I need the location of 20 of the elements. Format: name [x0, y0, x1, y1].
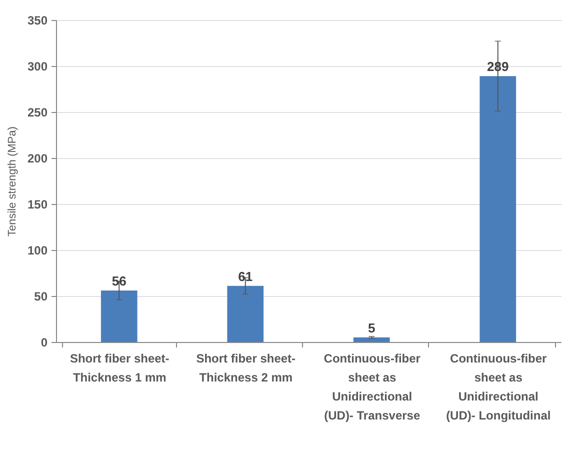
x-tick-label: Short fiber sheet-Thickness 1 mm [70, 352, 170, 384]
y-tick-label: 50 [34, 290, 48, 304]
y-axis-title: Tensile strength (MPa) [6, 126, 18, 237]
y-tick-label: 350 [27, 14, 48, 28]
data-label: 56 [112, 273, 126, 288]
x-tick-label: Continuous-fiber sheet as Unidirectional (UD)- Longitudinal [446, 352, 551, 422]
y-tick-label: 100 [27, 244, 48, 258]
y-tick-label: 300 [27, 60, 48, 74]
x-tick-label: Continuous-fiber sheet as Unidirectional (UD)- Transverse [324, 352, 421, 422]
y-tick-label: 150 [27, 198, 48, 212]
data-label: 5 [368, 320, 376, 336]
y-tick-label: 200 [27, 152, 48, 166]
y-tick-label: 0 [40, 336, 48, 350]
x-tick-label: Short fiber sheet-Thickness 2 mm [196, 352, 296, 384]
data-label: 61 [238, 268, 253, 284]
bar [480, 76, 516, 342]
y-tick-label: 250 [27, 106, 48, 120]
bar [353, 337, 390, 342]
bar [100, 290, 138, 342]
bar [227, 286, 264, 342]
